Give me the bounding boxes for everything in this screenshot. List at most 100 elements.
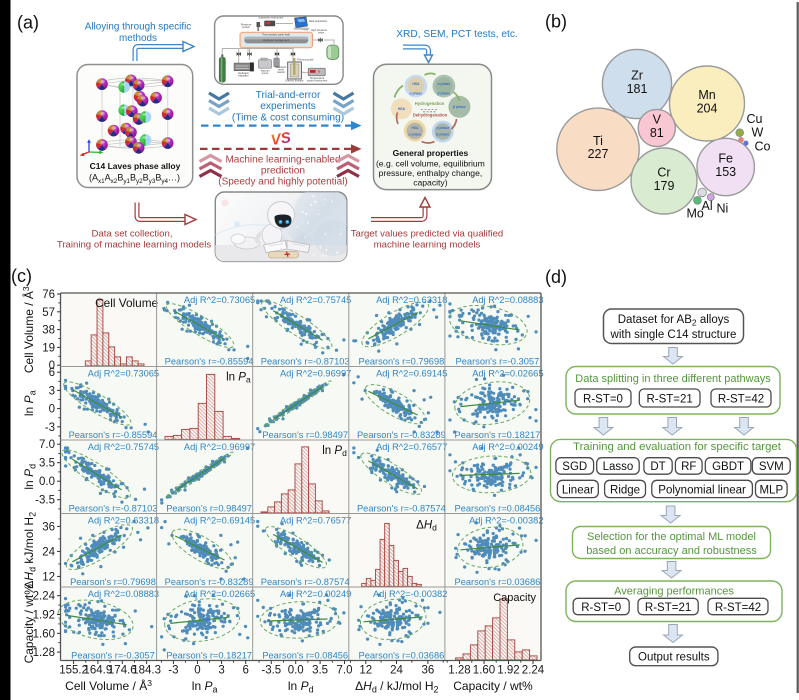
svg-text:174.6: 174.6	[108, 665, 137, 677]
svg-text:Inspection instrument: Inspection instrument	[259, 16, 284, 20]
svg-text:Machine learning-enabled: Machine learning-enabled	[225, 155, 340, 166]
svg-text:Adj R^2=0.69145: Adj R^2=0.69145	[184, 515, 255, 525]
svg-text:(a): (a)	[17, 13, 39, 33]
svg-text:Cell Volume / Å3: Cell Volume / Å3	[21, 286, 36, 373]
svg-text:Cr: Cr	[657, 166, 670, 180]
svg-text:Polynomial linear: Polynomial linear	[658, 484, 746, 496]
svg-text:sensor: sensor	[242, 25, 250, 29]
svg-text:36: 36	[422, 665, 435, 677]
svg-text:ln Pa: ln Pa	[22, 390, 38, 416]
svg-text:Fe: Fe	[718, 152, 733, 166]
svg-text:experiments: experiments	[260, 101, 316, 112]
svg-text:0: 0	[49, 404, 55, 416]
svg-text:Adj R^2=0.08883: Adj R^2=0.08883	[472, 295, 543, 305]
svg-text:1.60: 1.60	[33, 628, 55, 640]
svg-text:Pearson's r=0.98497: Pearson's r=0.98497	[262, 430, 348, 440]
svg-text:184.3: 184.3	[132, 665, 161, 677]
svg-text:6: 6	[242, 665, 248, 677]
svg-text:Pearson's r=0.79698: Pearson's r=0.79698	[359, 356, 445, 366]
svg-text:Pearson's r=0.79698: Pearson's r=0.79698	[70, 577, 156, 587]
svg-text:Adj R^2=0.02665: Adj R^2=0.02665	[184, 589, 255, 599]
svg-text:Dehydrogenation: Dehydrogenation	[413, 112, 448, 117]
svg-text:DT: DT	[650, 461, 665, 473]
svg-text:ΔHd: ΔHd	[416, 520, 437, 533]
svg-text:Linear: Linear	[562, 484, 594, 496]
svg-text:1.60: 1.60	[473, 665, 495, 677]
svg-text:-3: -3	[168, 665, 178, 677]
svg-text:Pearson's r=0.08456: Pearson's r=0.08456	[262, 650, 348, 660]
svg-text:Ti: Ti	[593, 134, 603, 148]
svg-text:based on accuracy and robustne: based on accuracy and robustness	[586, 545, 757, 557]
svg-text:methods: methods	[119, 33, 157, 44]
svg-text:Pearson's r=-0.87574: Pearson's r=-0.87574	[357, 503, 446, 513]
svg-text:Pearson's r=0.03686: Pearson's r=0.03686	[455, 577, 541, 587]
svg-text:3: 3	[218, 665, 224, 677]
svg-text:Capacity / wt%: Capacity / wt%	[22, 584, 36, 664]
svg-text:3.5: 3.5	[39, 458, 55, 470]
svg-text:R-ST=21: R-ST=21	[646, 393, 692, 405]
svg-text:Dataset for AB2 alloys: Dataset for AB2 alloys	[618, 314, 730, 328]
svg-text:MLP: MLP	[759, 484, 783, 496]
svg-text:with single C14 structure: with single C14 structure	[610, 329, 737, 341]
svg-text:181: 181	[627, 82, 648, 96]
svg-text:Adj R^2=0.76577: Adj R^2=0.76577	[376, 442, 447, 452]
svg-text:Pearson's r=-0.87103: Pearson's r=-0.87103	[261, 356, 350, 366]
svg-text:α phase: α phase	[408, 133, 421, 137]
svg-text:-3.5: -3.5	[35, 495, 55, 507]
svg-text:SVM: SVM	[759, 461, 784, 473]
svg-text:Pearson's r=-0.87103: Pearson's r=-0.87103	[69, 503, 158, 513]
svg-text:Adj R^2=0.73065: Adj R^2=0.73065	[184, 295, 255, 305]
svg-text:Electric furnace: Electric furnace	[286, 79, 304, 83]
svg-text:VS: VS	[270, 129, 292, 149]
svg-text:Lasso: Lasso	[603, 461, 634, 473]
svg-text:R-ST=21: R-ST=21	[645, 602, 691, 614]
svg-text:Output results: Output results	[638, 652, 710, 664]
svg-text:155.2: 155.2	[59, 665, 88, 677]
svg-text:Al: Al	[702, 199, 713, 213]
svg-text:Adj R^2=0.08883: Adj R^2=0.08883	[88, 589, 159, 599]
svg-text:36: 36	[42, 521, 55, 533]
svg-text:Pearson's r=-0.87574: Pearson's r=-0.87574	[261, 577, 350, 587]
svg-text:38: 38	[42, 325, 55, 337]
svg-text:Adj R^2=0.63318: Adj R^2=0.63318	[88, 515, 159, 525]
svg-text:24: 24	[42, 546, 55, 558]
svg-text:pump: pump	[262, 72, 269, 75]
svg-text:SGD: SGD	[562, 461, 587, 473]
svg-text:3.5: 3.5	[312, 665, 328, 677]
svg-text:Data set collection,: Data set collection,	[91, 229, 172, 240]
svg-text:Hydrogen: Hydrogen	[238, 71, 250, 75]
svg-text:Adj R^2=-0.00382: Adj R^2=-0.00382	[469, 515, 543, 525]
svg-text:α phase: α phase	[437, 82, 450, 86]
svg-text:Vacuum: Vacuum	[260, 69, 269, 73]
svg-text:Adj R^2=0.69145: Adj R^2=0.69145	[376, 368, 447, 378]
svg-text:Adj R^2=0.00249: Adj R^2=0.00249	[280, 589, 351, 599]
svg-text:control instrument: control instrument	[307, 78, 328, 82]
svg-text:19: 19	[42, 342, 55, 354]
svg-text:Thermostatic water bath: Thermostatic water bath	[262, 32, 290, 36]
svg-text:Adj R^2=-0.00382: Adj R^2=-0.00382	[373, 589, 447, 599]
svg-text:reactor: reactor	[277, 70, 285, 74]
svg-text:-3.5: -3.5	[261, 665, 281, 677]
svg-text:Training of machine learning m: Training of machine learning models	[57, 240, 211, 251]
svg-text:Pearson's r=-0.83289: Pearson's r=-0.83289	[357, 430, 446, 440]
svg-text:Mo: Mo	[687, 207, 704, 221]
svg-text:Pearson's r=-0.83289: Pearson's r=-0.83289	[165, 577, 254, 587]
svg-text:V: V	[653, 113, 662, 127]
svg-text:Pearson's r=0.18217: Pearson's r=0.18217	[166, 650, 252, 660]
svg-text:regulator: regulator	[238, 74, 248, 78]
svg-text:R-ST=0: R-ST=0	[581, 602, 621, 614]
svg-text:12: 12	[42, 571, 55, 583]
svg-text:ln Pa: ln Pa	[192, 679, 218, 695]
svg-text:General properties: General properties	[393, 148, 469, 158]
svg-text:Adj R^2=0.75745: Adj R^2=0.75745	[280, 295, 351, 305]
svg-text:Ridge: Ridge	[610, 484, 640, 496]
svg-text:Pearson's r=-0.3057: Pearson's r=-0.3057	[71, 650, 155, 660]
svg-text:Co: Co	[755, 140, 771, 154]
svg-text:Pearson's r=0.18217: Pearson's r=0.18217	[455, 430, 541, 440]
svg-text:Pearson's r=0.08456: Pearson's r=0.08456	[455, 503, 541, 513]
svg-text:HSA: HSA	[412, 82, 420, 86]
svg-text:HSA: HSA	[398, 107, 406, 111]
svg-text:Pearson's r=0.98497: Pearson's r=0.98497	[166, 503, 252, 513]
svg-text:(Ax1Ax2By1By2By3By4…): (Ax1Ax2By1By2By3By4…)	[89, 173, 180, 185]
svg-text:ln Pd: ln Pd	[22, 464, 38, 490]
